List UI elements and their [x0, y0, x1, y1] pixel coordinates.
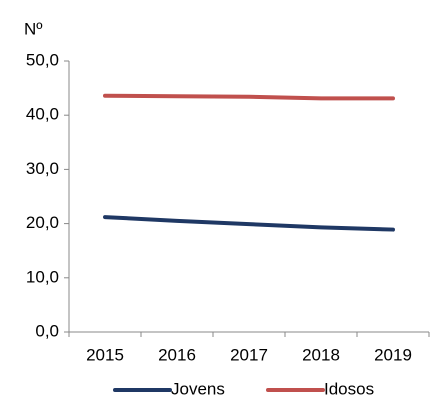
y-tick-label: 40,0	[26, 105, 59, 124]
x-tick-label: 2015	[86, 345, 124, 364]
x-tick-label: 2016	[158, 345, 196, 364]
y-tick-label: 20,0	[26, 213, 59, 232]
y-tick-label: 10,0	[26, 267, 59, 286]
y-tick-label: 0,0	[35, 321, 59, 340]
x-tick-label: 2017	[230, 345, 268, 364]
y-tick-label: 50,0	[26, 50, 59, 69]
y-tick-label: 30,0	[26, 159, 59, 178]
legend-label: Idosos	[324, 379, 374, 398]
legend-label: Jovens	[171, 379, 225, 398]
series-line	[103, 93, 395, 101]
x-tick-label: 2018	[302, 345, 340, 364]
x-tick-label: 2019	[374, 345, 412, 364]
series-line	[103, 215, 395, 232]
y-axis-label: Nº	[24, 19, 43, 38]
